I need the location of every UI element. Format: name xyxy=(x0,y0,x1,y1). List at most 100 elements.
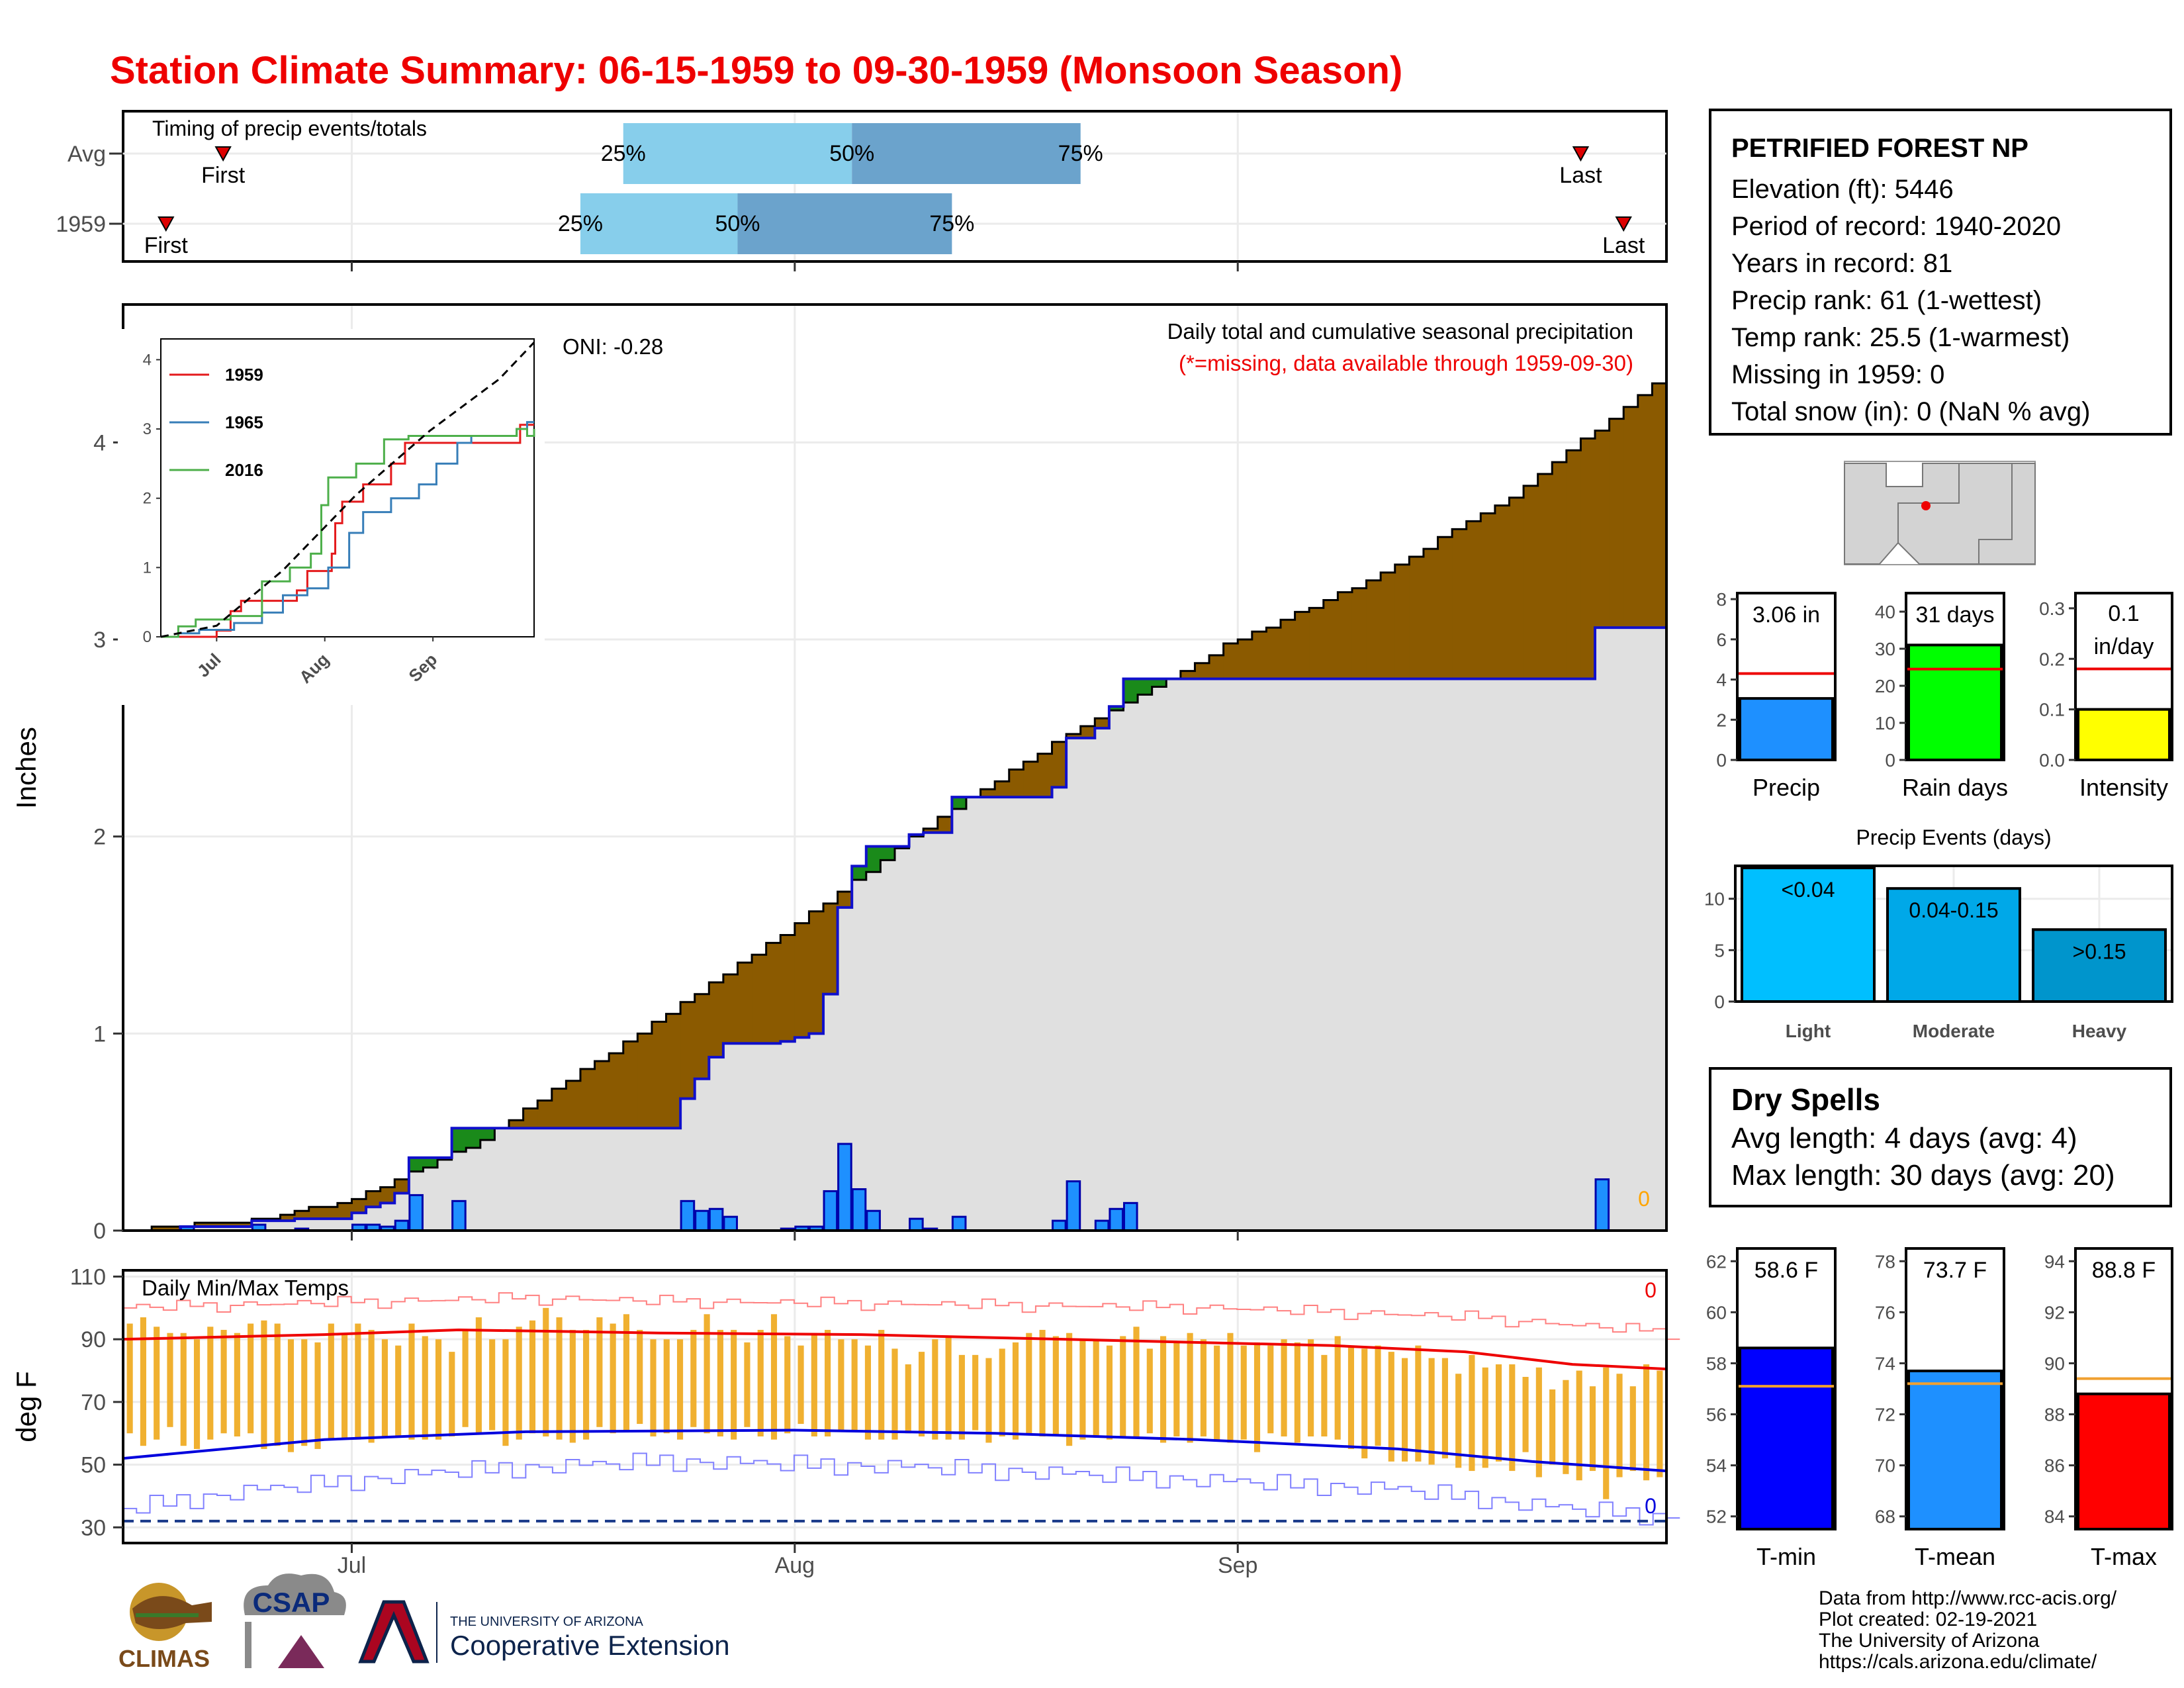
inset-line-2016 xyxy=(161,428,535,638)
deficit-area xyxy=(752,955,767,1044)
daily-temp-bar xyxy=(1079,1339,1086,1440)
deficit-area xyxy=(1195,663,1210,679)
events-panel: Precip Events (days) <0.04 Light 0.04-0.15 M… xyxy=(1704,825,2173,1041)
events-ytick-label: 10 xyxy=(1704,889,1725,910)
deficit-area xyxy=(780,935,796,1042)
daily-temp-bar xyxy=(891,1348,898,1440)
daily-temp-bar xyxy=(1334,1336,1341,1440)
daily-temp-bar xyxy=(972,1354,979,1430)
events-bar-label: 0.04-0.15 xyxy=(1909,898,1998,922)
tmax-ytick-label: 86 xyxy=(2044,1456,2065,1476)
daily-temp-bar xyxy=(1160,1336,1167,1443)
station-info-box: PETRIFIED FOREST NP Elevation (ft): 5446… xyxy=(1709,109,2172,436)
daily-precip-bar xyxy=(1122,1201,1138,1232)
deficit-area xyxy=(295,1211,310,1219)
climas-logo-text: CLIMAS xyxy=(118,1645,210,1672)
daily-temp-bar xyxy=(825,1329,831,1436)
daily-temp-bar xyxy=(704,1314,710,1434)
deficit-area xyxy=(523,1108,538,1129)
deficit-area xyxy=(1394,564,1410,679)
timing-frame xyxy=(122,110,1668,263)
deficit-area xyxy=(651,1021,667,1129)
tmean-frame xyxy=(1905,1247,2005,1530)
events-bar-label: <0.04 xyxy=(1782,878,1835,902)
tmax-ytick-label: 84 xyxy=(2044,1507,2065,1527)
daily-temp-bar xyxy=(1240,1345,1247,1440)
cumulative-fill xyxy=(123,628,1666,1231)
precip-mini-ytick-label: 8 xyxy=(1716,589,1727,610)
daily-temp-bar xyxy=(462,1329,469,1427)
tmax-axis-label: T-max xyxy=(2091,1543,2157,1570)
climas-logo: CLIMAS xyxy=(118,1583,212,1672)
daily-temp-bar xyxy=(1549,1389,1556,1465)
inset-ytick-label: 2 xyxy=(143,490,152,508)
precip-mini-bar xyxy=(1739,697,1834,762)
deficit-area xyxy=(1480,513,1496,679)
tmean-ytick-label: 74 xyxy=(1875,1353,1895,1374)
daily-temp-bar xyxy=(1321,1354,1328,1436)
daily-precip-bar xyxy=(694,1209,709,1232)
timing-panel: Timing of precip events/totals Avg 25% 50% 7… xyxy=(56,110,1668,271)
deficit-area xyxy=(194,1223,210,1227)
daily-temp-bar xyxy=(1227,1333,1234,1443)
csap-logo: CSAP xyxy=(244,1573,346,1668)
daily-temp-bar xyxy=(154,1327,160,1440)
daily-temp-bar xyxy=(864,1345,872,1440)
daily-temp-bar xyxy=(248,1323,254,1434)
daily-temp-bar xyxy=(637,1329,643,1425)
ua-logo-big-text: Cooperative Extension xyxy=(450,1630,730,1661)
rain-days-mini-bar xyxy=(1907,643,2003,762)
daily-precip-bar xyxy=(1109,1207,1124,1232)
daily-temp-bar xyxy=(1375,1345,1381,1446)
footer: Data from http://www.rcc-acis.org/Plot c… xyxy=(118,1573,2117,1673)
tmax-bar xyxy=(2077,1392,2171,1530)
surplus-area xyxy=(1152,679,1167,687)
record-max-line xyxy=(123,1292,1680,1340)
precip-mini-value-label: 3.06 in xyxy=(1752,602,1820,628)
daily-temp-bar xyxy=(918,1352,925,1436)
csap-logo-text: CSAP xyxy=(253,1587,330,1618)
daily-temp-bar xyxy=(234,1333,240,1436)
timing-pct-label: 50% xyxy=(829,141,874,166)
daily-precip-bar xyxy=(723,1215,738,1232)
deficit-area xyxy=(1266,628,1281,679)
station-snow: Total snow (in): 0 (NaN % avg) xyxy=(1731,397,2091,426)
daily-temp-bar xyxy=(1657,1370,1663,1477)
daily-temp-bar xyxy=(1173,1342,1180,1436)
daily-precip-bar xyxy=(866,1209,881,1232)
deficit-area xyxy=(537,1100,553,1129)
intensity-mini-ytick-label: 0.2 xyxy=(2039,649,2065,669)
deficit-area xyxy=(566,1080,581,1129)
daily-temp-bar xyxy=(717,1329,723,1436)
daily-temp-bar xyxy=(1214,1345,1220,1440)
deficit-area xyxy=(223,1223,238,1227)
daily-temp-bar xyxy=(1441,1358,1448,1459)
tmean-ytick-label: 76 xyxy=(1875,1302,1895,1323)
deficit-area xyxy=(737,962,752,1044)
timing-label: Timing of precip events/totals xyxy=(152,117,427,140)
timing-row-avg: Avg 25% 50% 75% First Last xyxy=(68,123,1666,188)
daily-temp-bar xyxy=(1361,1348,1368,1459)
tmin-ytick-label: 58 xyxy=(1706,1353,1727,1374)
precip-panel: 0 1 2 3 4 Inches Daily total and cumulative se… xyxy=(11,303,1668,1244)
tmin-ytick-label: 52 xyxy=(1706,1507,1727,1527)
deficit-area xyxy=(1423,549,1439,679)
deficit-area xyxy=(1381,572,1396,679)
dry-spells-title: Dry Spells xyxy=(1731,1082,1880,1117)
deficit-area xyxy=(280,1215,295,1221)
daily-temp-bar xyxy=(985,1358,992,1443)
deficit-area xyxy=(1566,450,1582,679)
daily-temp-bar xyxy=(381,1339,388,1436)
daily-temp-bar xyxy=(583,1329,590,1440)
daily-temp-bar xyxy=(1629,1386,1636,1472)
inset-legend-label: 2016 xyxy=(225,460,263,480)
first-label: First xyxy=(201,163,246,188)
daily-precip-bar xyxy=(909,1217,924,1232)
map-state-shape xyxy=(1978,463,2036,565)
timing-pct-label: 25% xyxy=(601,141,646,166)
daily-temp-bar xyxy=(395,1345,402,1436)
temp-frame xyxy=(122,1269,1668,1544)
deficit-area xyxy=(1595,430,1610,628)
csap-mountain-shape xyxy=(278,1635,324,1668)
